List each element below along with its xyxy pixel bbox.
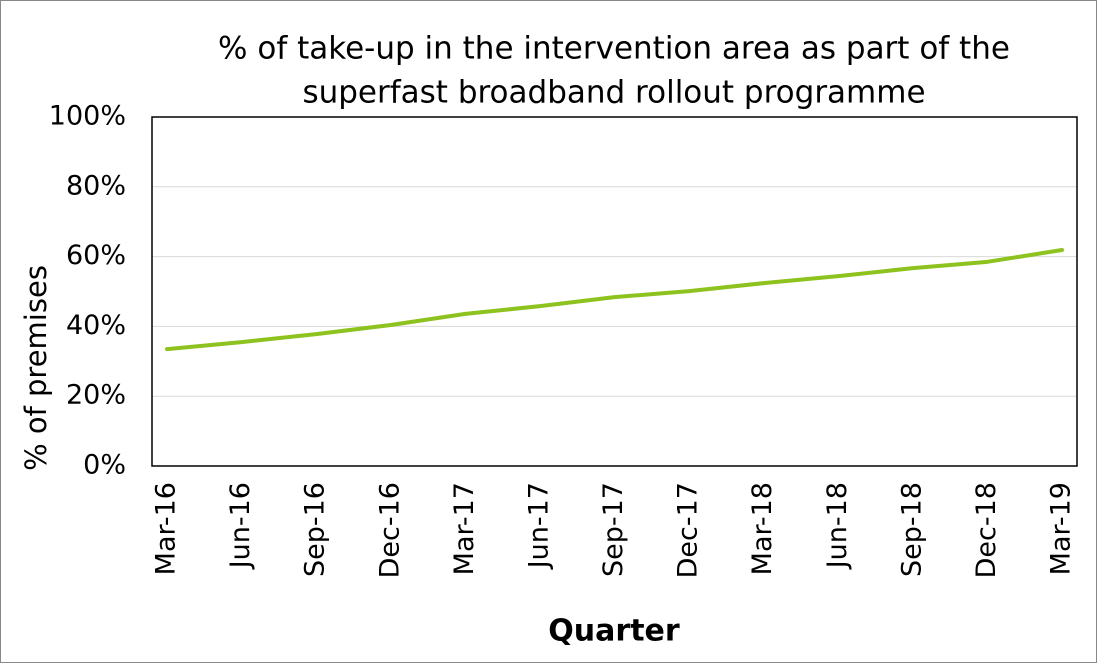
x-tick-label: Sep-18 [896, 482, 927, 577]
x-tick-label: Jun-16 [225, 482, 256, 570]
x-tick-label: Jun-17 [523, 482, 554, 570]
x-tick-label: Sep-16 [300, 482, 331, 577]
chart-title: % of take-up in the intervention area as… [218, 31, 1010, 67]
y-tick-label: 80% [66, 170, 126, 201]
y-tick-label: 60% [66, 240, 126, 271]
x-tick-label: Dec-18 [971, 482, 1002, 578]
x-tick-label: Dec-16 [374, 482, 405, 578]
x-tick-label: Mar-16 [151, 482, 182, 575]
x-tick-label: Mar-19 [1046, 482, 1077, 575]
y-axis-label: % of premises [19, 265, 53, 471]
x-tick-label: Sep-17 [598, 482, 629, 577]
chart-title: superfast broadband rollout programme [302, 75, 925, 111]
y-tick-label: 40% [66, 310, 126, 341]
x-tick-label: Mar-17 [449, 482, 480, 575]
y-tick-label: 20% [66, 380, 126, 411]
x-axis-label: Quarter [548, 614, 680, 649]
y-tick-label: 100% [49, 101, 126, 132]
data-line [165, 247, 1064, 352]
x-tick-label: Dec-17 [673, 482, 704, 578]
x-tick-label: Mar-18 [747, 482, 778, 575]
plot-area [151, 116, 1078, 467]
x-tick-label: Jun-18 [822, 482, 853, 570]
y-tick-label: 0% [83, 450, 126, 481]
